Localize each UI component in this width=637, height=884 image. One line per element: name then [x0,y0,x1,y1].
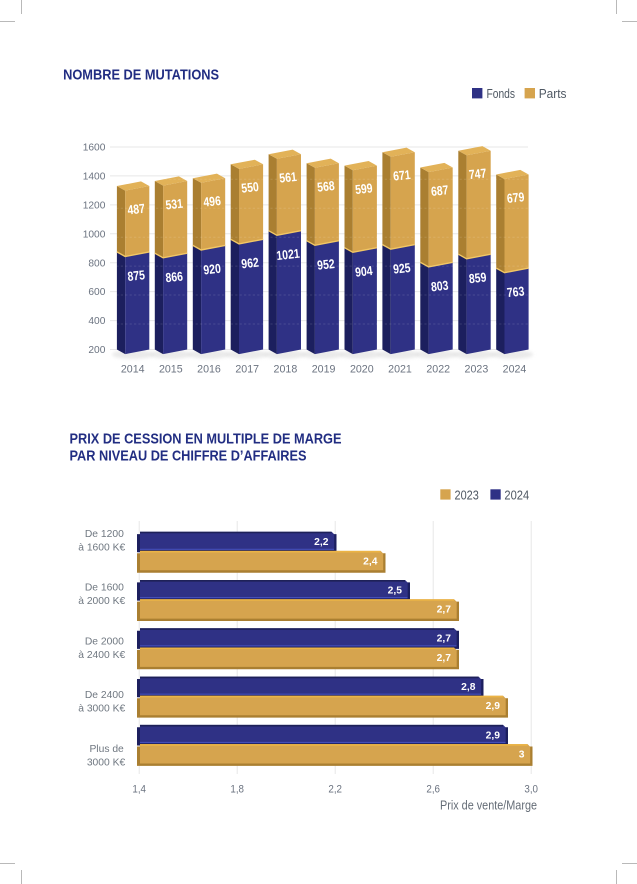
svg-text:952: 952 [316,256,335,273]
svg-text:2018: 2018 [274,363,298,375]
svg-text:2023: 2023 [465,363,489,375]
svg-text:859: 859 [468,270,487,287]
svg-text:NOMBRE DE MUTATIONS: NOMBRE DE MUTATIONS [63,66,219,83]
svg-text:2020: 2020 [350,363,374,375]
svg-text:1200: 1200 [83,201,106,212]
svg-text:2,8: 2,8 [461,682,476,693]
svg-text:à 3000 K€: à 3000 K€ [78,704,125,715]
svg-text:671: 671 [392,167,411,184]
svg-text:531: 531 [165,196,184,213]
svg-text:1021: 1021 [276,246,301,263]
svg-text:3000 K€: 3000 K€ [87,757,126,768]
svg-text:Prix de vente/Marge: Prix de vente/Marge [440,798,537,813]
svg-text:920: 920 [203,261,222,278]
svg-text:De 2000: De 2000 [85,636,124,647]
svg-text:2024: 2024 [504,487,529,502]
svg-text:800: 800 [88,258,105,269]
svg-text:2017: 2017 [235,363,259,375]
svg-text:Plus de: Plus de [89,744,124,755]
svg-text:à 2400 K€: à 2400 K€ [78,650,125,661]
svg-text:679: 679 [506,189,525,206]
svg-text:2016: 2016 [197,363,221,375]
svg-text:Parts: Parts [539,86,567,101]
svg-text:2,9: 2,9 [486,701,501,712]
svg-text:2,4: 2,4 [363,556,378,567]
svg-text:à 2000 K€: à 2000 K€ [78,596,125,607]
svg-text:2,7: 2,7 [437,653,452,664]
svg-text:2,2: 2,2 [328,784,342,796]
svg-text:2,6: 2,6 [426,784,440,796]
svg-text:550: 550 [241,179,260,196]
svg-text:747: 747 [468,165,487,182]
svg-text:561: 561 [279,169,298,186]
svg-text:1000: 1000 [83,229,106,240]
svg-text:PAR NIVEAU DE CHIFFRE D’AFFAIR: PAR NIVEAU DE CHIFFRE D’AFFAIRES [70,447,307,464]
svg-text:De 1600: De 1600 [85,583,124,594]
svg-text:2021: 2021 [388,363,412,375]
svg-text:599: 599 [354,180,373,197]
svg-text:2014: 2014 [121,363,145,375]
svg-text:2015: 2015 [159,363,183,375]
svg-text:3,0: 3,0 [524,784,538,796]
svg-text:3: 3 [519,750,525,761]
svg-text:200: 200 [88,345,105,356]
svg-text:2,7: 2,7 [437,605,452,616]
svg-text:866: 866 [165,269,184,286]
svg-text:2,9: 2,9 [486,730,501,741]
svg-text:2024: 2024 [503,363,527,375]
svg-text:568: 568 [316,178,335,195]
svg-text:1400: 1400 [83,172,106,183]
svg-text:487: 487 [127,201,146,218]
svg-text:600: 600 [88,287,105,298]
svg-text:1600: 1600 [83,143,106,154]
svg-text:496: 496 [203,193,222,210]
svg-text:2,7: 2,7 [437,634,452,645]
svg-text:De 2400: De 2400 [85,690,124,701]
svg-text:400: 400 [88,316,105,327]
svg-text:687: 687 [430,182,449,199]
svg-text:1,4: 1,4 [132,784,146,796]
svg-text:2,2: 2,2 [314,537,329,548]
svg-text:PRIX DE CESSION EN MULTIPLE DE: PRIX DE CESSION EN MULTIPLE DE MARGE [70,430,342,447]
svg-text:De 1200: De 1200 [85,529,124,540]
svg-text:763: 763 [506,283,525,300]
svg-text:962: 962 [241,255,260,272]
svg-text:1,8: 1,8 [230,784,244,796]
svg-text:2,5: 2,5 [388,585,403,596]
svg-text:803: 803 [430,278,449,295]
svg-text:Fonds: Fonds [487,86,516,101]
svg-text:2019: 2019 [312,363,336,375]
svg-text:2022: 2022 [426,363,450,375]
svg-text:à 1600 K€: à 1600 K€ [78,542,125,553]
svg-text:2023: 2023 [455,487,479,502]
svg-text:925: 925 [392,260,411,277]
svg-text:904: 904 [354,263,374,280]
svg-text:875: 875 [127,267,146,284]
